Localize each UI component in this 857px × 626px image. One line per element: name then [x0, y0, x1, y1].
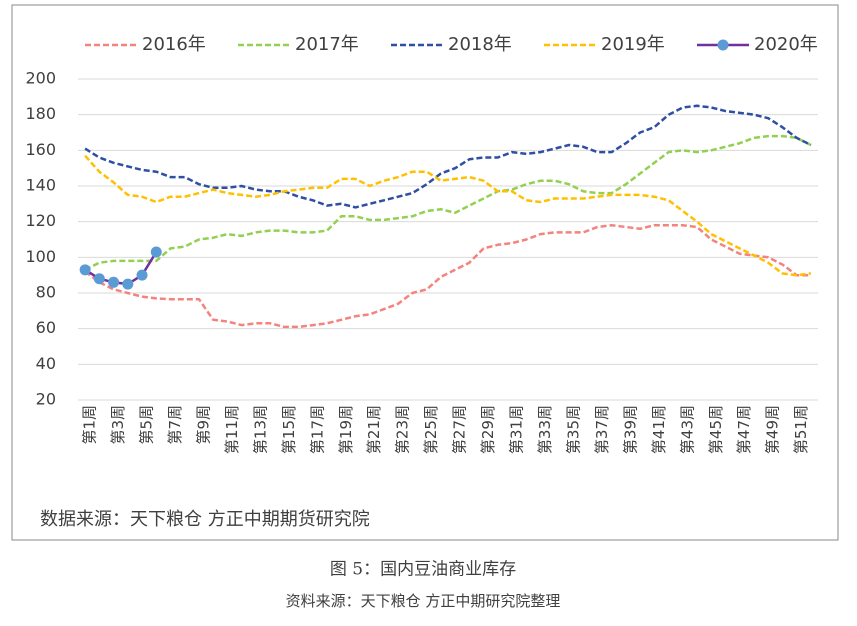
x-tick-label: 第19周	[337, 405, 355, 454]
x-tick-label: 第5周	[138, 405, 156, 445]
y-tick-label: 120	[25, 211, 56, 230]
y-tick-label: 160	[25, 140, 56, 159]
legend-label: 2019年	[601, 34, 665, 55]
series-marker	[93, 273, 105, 285]
source-note: 数据来源：天下粮仓 方正中期期货研究院	[40, 509, 370, 530]
x-tick-label: 第35周	[564, 405, 582, 454]
y-tick-label: 180	[25, 104, 56, 123]
y-tick-label: 140	[25, 176, 56, 195]
y-tick-label: 100	[25, 247, 56, 266]
x-tick-label: 第11周	[223, 405, 241, 454]
legend-label: 2020年	[754, 34, 818, 55]
x-tick-label: 第23周	[394, 405, 412, 454]
x-tick-label: 第3周	[109, 405, 127, 445]
x-tick-label: 第43周	[678, 405, 696, 454]
x-tick-label: 第21周	[365, 405, 383, 454]
series-marker	[108, 276, 120, 288]
x-tick-label: 第39周	[621, 405, 639, 454]
y-tick-label: 80	[36, 283, 56, 302]
series-line	[84, 134, 812, 271]
series-line	[84, 104, 812, 209]
legend-marker	[717, 39, 729, 51]
x-tick-label: 第45周	[707, 405, 725, 454]
x-tick-label: 第51周	[792, 405, 810, 454]
x-tick-label: 第25周	[422, 405, 440, 454]
x-tick-label: 第31周	[508, 405, 526, 454]
y-tick-label: 60	[36, 318, 56, 337]
series-line	[84, 154, 812, 277]
x-tick-label: 第41周	[650, 405, 668, 454]
series-marker	[122, 278, 134, 290]
legend-label: 2017年	[295, 34, 359, 55]
x-tick-label: 第37周	[593, 405, 611, 454]
series-marker	[136, 269, 148, 281]
legend-label: 2016年	[142, 34, 206, 55]
series-marker	[79, 264, 91, 276]
y-tick-label: 20	[36, 390, 56, 409]
series-marker	[150, 246, 162, 258]
x-tick-label: 第47周	[735, 405, 753, 454]
x-tick-label: 第49周	[764, 405, 782, 454]
caption: 图 5：国内豆油商业库存	[330, 560, 516, 580]
y-tick-label: 200	[25, 69, 56, 88]
x-tick-label: 第15周	[280, 405, 298, 454]
x-tick-label: 第29周	[479, 405, 497, 454]
x-tick-label: 第17周	[308, 405, 326, 454]
chart-border	[11, 4, 839, 541]
legend-label: 2018年	[448, 34, 512, 55]
x-tick-label: 第27周	[451, 405, 469, 454]
y-tick-label: 40	[36, 354, 56, 373]
series-line	[84, 223, 811, 329]
x-tick-label: 第13周	[251, 405, 269, 454]
caption-source: 资料来源：天下粮仓 方正中期研究院整理	[286, 592, 561, 610]
x-tick-label: 第33周	[536, 405, 554, 454]
x-tick-label: 第9周	[194, 405, 212, 445]
x-tick-label: 第1周	[81, 405, 99, 445]
x-tick-label: 第7周	[166, 405, 184, 445]
